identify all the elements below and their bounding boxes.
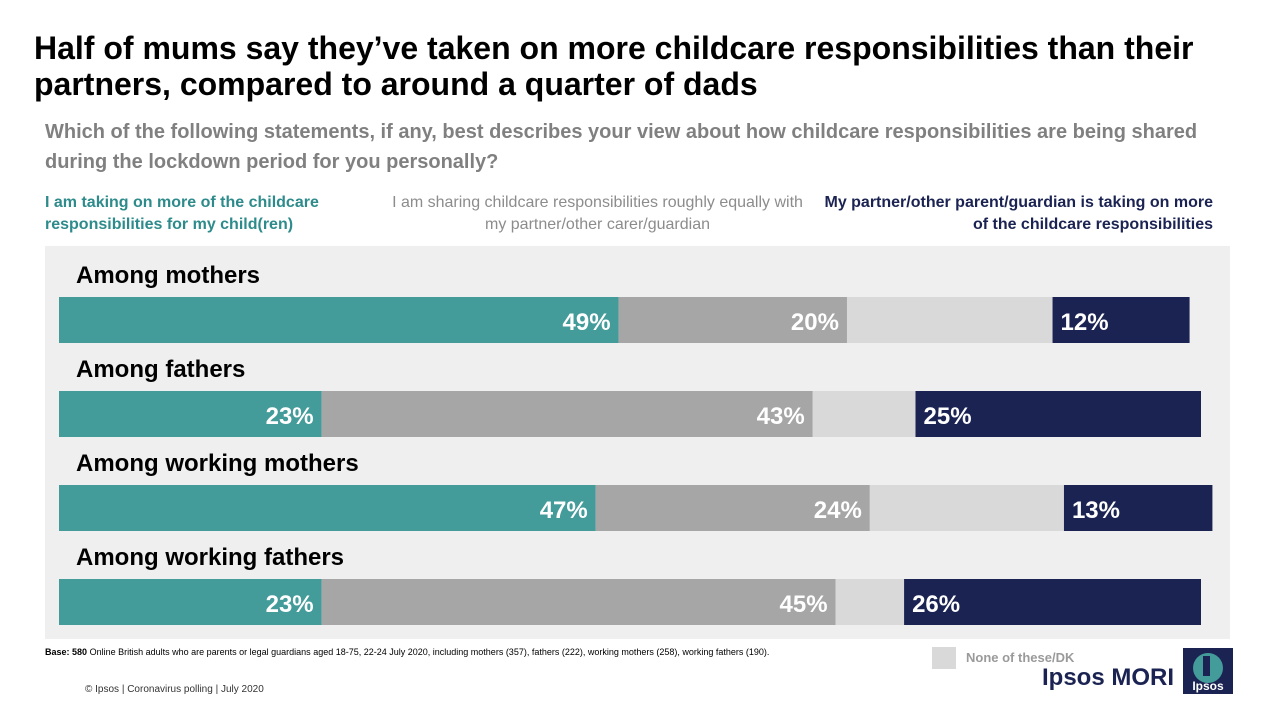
bar-none-dk-among-fathers: [812, 391, 916, 437]
bar-more-partner-among-fathers: [915, 391, 1201, 437]
value-label-more-partner-among-mothers: 12%: [1061, 309, 1109, 336]
category-label-among-working-mothers: Among working mothers: [76, 450, 359, 477]
question-subtitle: Which of the following statements, if an…: [45, 121, 1198, 173]
bar-shared-among-mothers: [618, 297, 847, 343]
brand-name: Ipsos MORI: [1042, 664, 1175, 691]
bar-shared-among-fathers: [321, 391, 813, 437]
legend-none-dk: None of these/DK: [966, 650, 1075, 665]
value-label-more-partner-among-working-fathers: 26%: [912, 591, 960, 618]
bar-more-partner-among-mothers: [1052, 297, 1190, 343]
bar-more-me-among-fathers: [59, 391, 322, 437]
value-label-more-me-among-working-fathers: 23%: [266, 591, 314, 618]
footer-copyright: © Ipsos | Coronavirus polling | July 202…: [85, 684, 264, 695]
value-label-shared-among-mothers: 20%: [791, 309, 839, 336]
base-label: Base:: [45, 647, 70, 657]
bar-none-dk-among-mothers: [846, 297, 1053, 343]
legend-more-me: I am taking on more of the childcare res…: [45, 194, 319, 233]
value-label-more-me-among-mothers: 49%: [563, 309, 611, 336]
bar-more-me-among-working-mothers: [59, 485, 596, 531]
base-number: 580: [72, 647, 88, 657]
chart-panel: Among mothers 49% 20% 12% Among fathers 23% 43…: [45, 246, 1230, 639]
value-label-shared-among-fathers: 43%: [757, 403, 805, 430]
bar-more-me-among-working-fathers: [59, 579, 322, 625]
legend-shared: I am sharing childcare responsibilities …: [392, 194, 803, 233]
bar-shared-among-working-fathers: [321, 579, 836, 625]
category-label-among-fathers: Among fathers: [76, 356, 245, 383]
category-label-among-working-fathers: Among working fathers: [76, 544, 344, 571]
base-note: Base: 580 Online British adults who are …: [45, 647, 925, 657]
bar-shared-among-working-mothers: [595, 485, 870, 531]
bar-none-dk-among-working-mothers: [869, 485, 1064, 531]
value-label-more-me-among-working-mothers: 47%: [540, 497, 588, 524]
bar-none-dk-among-working-fathers: [835, 579, 905, 625]
page-title: Half of mums say they’ve taken on more c…: [34, 30, 1194, 102]
value-label-more-partner-among-fathers: 25%: [924, 403, 972, 430]
category-label-among-mothers: Among mothers: [76, 262, 260, 289]
value-label-shared-among-working-fathers: 45%: [780, 591, 828, 618]
stacked-bar-chart: Among mothers 49% 20% 12% Among fathers 23% 43…: [59, 262, 1213, 625]
logo-text: Ipsos: [1192, 679, 1224, 693]
legend-none-dk-swatch: [932, 647, 956, 669]
base-text: Online British adults who are parents or…: [87, 647, 770, 657]
bar-more-me-among-mothers: [59, 297, 619, 343]
value-label-shared-among-working-mothers: 24%: [814, 497, 862, 524]
ipsos-logo-icon: Ipsos: [1183, 648, 1233, 694]
value-label-more-me-among-fathers: 23%: [266, 403, 314, 430]
legend-more-partner: My partner/other parent/guardian is taki…: [824, 194, 1213, 233]
bar-more-partner-among-working-mothers: [1063, 485, 1213, 531]
value-label-more-partner-among-working-mothers: 13%: [1072, 497, 1120, 524]
bar-more-partner-among-working-fathers: [904, 579, 1201, 625]
